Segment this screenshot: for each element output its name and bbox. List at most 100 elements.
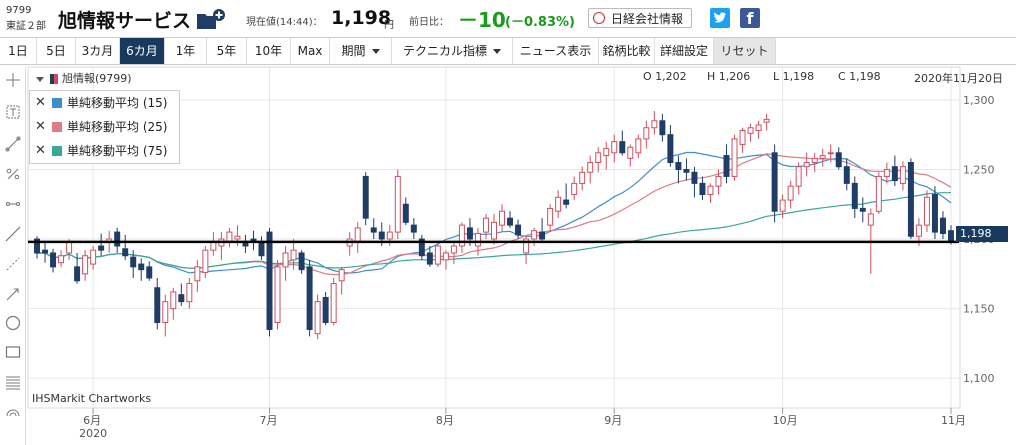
price-change: －10 [458,8,506,32]
y-tick-label: 1,100 [963,372,995,385]
chevron-down-icon [371,49,380,54]
candle-body [795,166,802,187]
x-tick-label: 10月 [773,414,798,427]
technical-indicators-menu[interactable]: テクニカル指標 [392,38,513,64]
candle-body [50,252,57,268]
candle-body [338,269,345,282]
candle-body [98,245,105,251]
compare-button[interactable]: 銘柄比較 [599,38,655,64]
candle-body [274,266,281,324]
candle-body [210,241,217,251]
candle-body [491,221,497,240]
period-10y[interactable]: 10年 [247,38,291,64]
candlesticks [34,111,954,340]
trend-line-icon[interactable] [5,226,21,242]
settings-button[interactable]: 詳細設定 [655,38,714,64]
candle-body [731,138,738,177]
candle-body [34,238,40,254]
candle-body [948,230,954,243]
period-menu[interactable]: 期間 [330,38,392,64]
candle-body [715,175,722,187]
news-button[interactable]: ニュース表示 [513,38,599,64]
arc-icon[interactable] [5,402,21,418]
candle-body [466,227,473,240]
candle-body [282,252,289,268]
arrow-line-icon[interactable] [5,286,21,302]
change-label: 前日比： [409,17,449,28]
current-price-label: 現在値(14:44)： [246,17,323,28]
candle-body [803,162,810,168]
crosshair-icon[interactable] [5,72,21,88]
candle-body [402,203,409,223]
candle-body [659,120,666,136]
period-1d[interactable]: 1日 [0,38,37,64]
fib-lines-icon[interactable] [5,374,21,390]
period-6m[interactable]: 6カ月 [120,38,165,64]
candle-body [699,182,706,196]
rectangle-icon[interactable] [5,344,21,360]
candle-body [507,217,514,226]
nikkei-button-label: 日経会社情報 [611,12,684,26]
portfolio-add-icon[interactable] [196,8,226,30]
x-tick-label: 9月 [604,414,622,427]
candle-body [426,252,433,265]
line-icon[interactable] [5,136,21,152]
legend-label: 単純移動平均 (15) [67,96,168,110]
x-tick-label: 6月 [83,414,101,427]
candle-body [314,301,321,335]
ohlc-low: L 1,198 [773,70,815,83]
last-price-tag: 1,198 [956,226,1008,242]
drawing-tools [0,66,26,445]
candle-body [226,231,233,243]
period-5d[interactable]: 5日 [37,38,76,64]
candle-body [130,256,137,268]
candle-body [883,168,890,177]
facebook-icon[interactable]: f [740,8,760,28]
twitter-icon[interactable] [710,8,730,28]
close-icon[interactable]: ✕ [35,119,46,134]
period-max[interactable]: Max [291,38,330,64]
period-3m[interactable]: 3カ月 [76,38,120,64]
horizontal-line-icon[interactable] [5,196,21,212]
circle-icon[interactable] [5,315,21,331]
ma-line-75 [37,192,951,269]
y-tick-label: 1,150 [963,303,995,316]
yen-unit: 円 [384,20,394,31]
candle-body [474,232,481,247]
x-tick-label: 7月 [260,414,278,427]
nikkei-company-info-button[interactable]: 日経会社情報 [588,8,692,28]
candle-body [939,217,946,234]
candle-body [875,175,882,212]
period-1y[interactable]: 1年 [165,38,207,64]
close-icon[interactable]: ✕ [35,143,46,158]
candle-body [747,127,754,134]
candle-body [258,241,265,257]
candle-body [362,175,369,219]
candle-body [763,118,770,123]
candle-body [74,266,81,282]
candle-body [563,199,570,205]
candle-body [667,134,674,164]
candle-body [811,157,818,164]
period-menu-label: 期間 [341,44,366,58]
ohlc-close: C 1,198 [838,70,881,83]
period-5y[interactable]: 5年 [207,38,247,64]
ma-line-15 [37,151,952,274]
candle-body [867,213,874,226]
text-select-icon[interactable] [5,104,21,120]
candle-body [787,185,794,201]
candle-body [66,241,73,254]
candle-body [322,296,329,324]
chart-symbol[interactable]: 旭情報(9799) [36,70,132,86]
percent-line-icon[interactable] [5,166,21,182]
dotted-line-icon[interactable] [5,256,21,272]
candle-body [859,207,866,212]
candle-body [306,266,313,330]
indicator-legend: ✕ 単純移動平均 (15) ✕ 単純移動平均 (25) ✕ 単純移動平均 (75… [29,90,180,164]
reset-button[interactable]: リセット [714,38,776,64]
current-price: 1,198 [331,7,392,29]
close-icon[interactable]: ✕ [35,95,46,110]
candle-swatch-icon [50,74,58,84]
y-tick-label: 1,250 [963,163,995,176]
x-tick-sublabel: 2020 [79,427,107,440]
